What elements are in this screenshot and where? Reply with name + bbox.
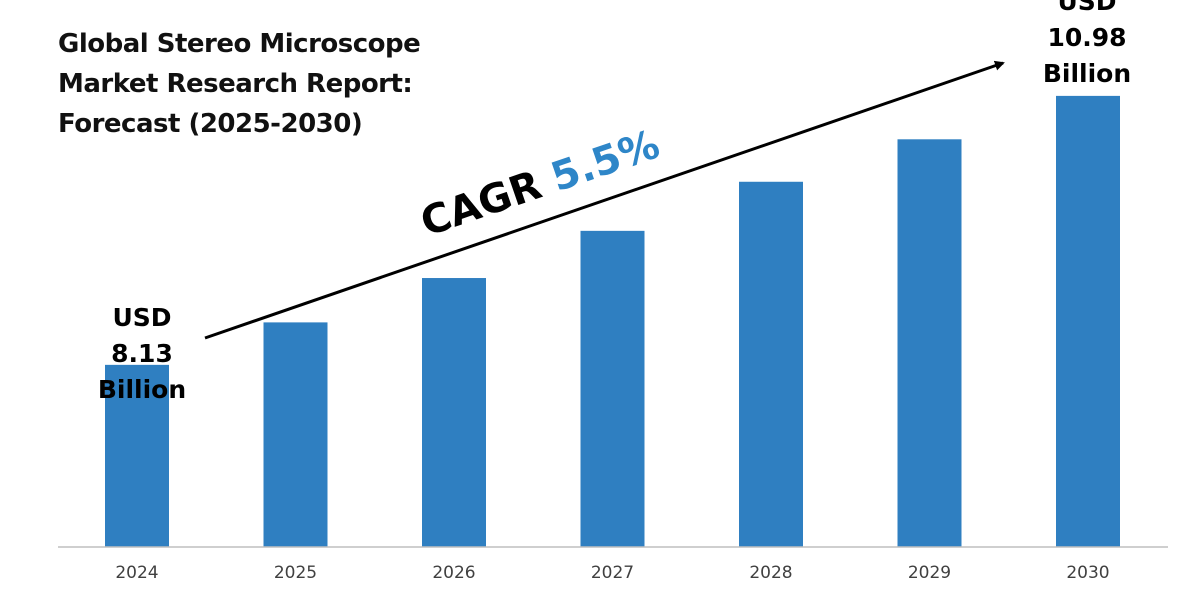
title-line-3: Forecast (2025-2030): [58, 109, 363, 139]
start-value-annotation: USD 8.13 Billion: [82, 300, 202, 408]
x-tick-label-2026: 2026: [432, 563, 475, 583]
end-value-annotation: USD 10.98 Billion: [1027, 0, 1147, 92]
x-tick-label-2024: 2024: [115, 563, 158, 583]
title-line-1: Global Stereo Microscope: [58, 29, 421, 59]
growth-arrow: [204, 60, 1005, 340]
bar-2025: [263, 322, 328, 547]
bar-2027: [580, 230, 645, 547]
bar-2024: [105, 364, 169, 547]
x-tick-label-2028: 2028: [749, 563, 792, 583]
start-unit: Billion: [97, 375, 187, 404]
title-line-2: Market Research Report:: [58, 69, 413, 99]
end-unit: Billion: [1042, 59, 1132, 88]
x-tick-label-2029: 2029: [908, 563, 951, 583]
bar-2026: [422, 278, 486, 547]
chart-title: Global Stereo Microscope Market Research…: [58, 24, 518, 144]
end-value: 10.98: [1047, 23, 1127, 52]
start-currency: USD: [112, 303, 172, 332]
bar-2028: [739, 181, 803, 548]
end-currency: USD: [1057, 0, 1117, 16]
x-tick-labels: 2024 2025 2026 2027 2028 2029 2030: [115, 563, 1109, 583]
bar-2030: [1056, 95, 1120, 547]
start-value: 8.13: [111, 339, 173, 368]
x-tick-label-2027: 2027: [591, 563, 634, 583]
x-tick-label-2030: 2030: [1066, 563, 1109, 583]
bar-2029: [897, 139, 962, 548]
x-tick-label-2025: 2025: [274, 563, 317, 583]
bars-group: [105, 95, 1120, 548]
